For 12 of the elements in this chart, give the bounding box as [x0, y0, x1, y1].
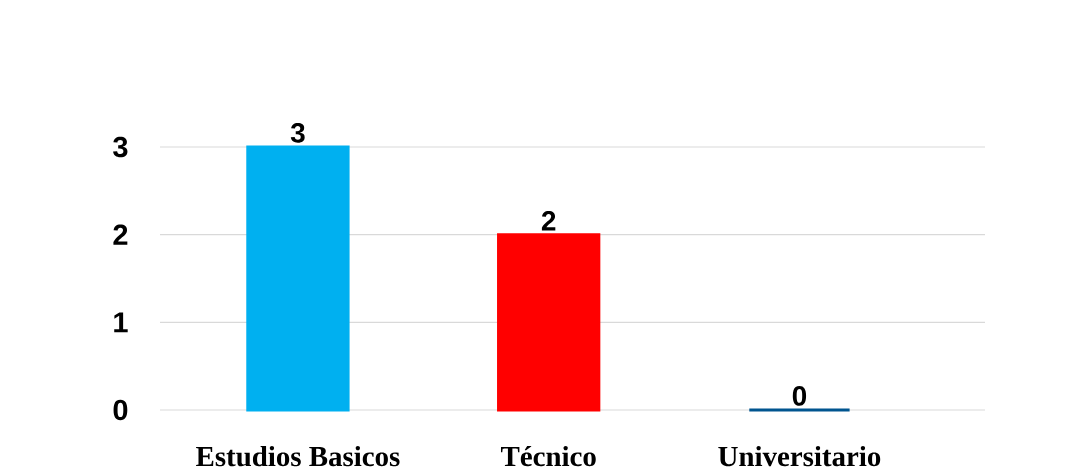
bar	[497, 233, 601, 412]
bar	[246, 145, 350, 412]
x-tick-label: Técnico	[501, 445, 596, 467]
x-tick-label: Universitario	[718, 445, 881, 467]
y-tick-label: 1	[114, 312, 128, 333]
y-tick-label: 2	[113, 224, 128, 245]
data-label: 3	[290, 123, 305, 143]
y-tick-label: 0	[113, 399, 128, 421]
data-label: 0	[792, 386, 807, 406]
y-tick-label: 3	[113, 136, 128, 158]
x-tick-label: Estudios Basicos	[196, 445, 400, 467]
data-label: 2	[541, 210, 556, 231]
